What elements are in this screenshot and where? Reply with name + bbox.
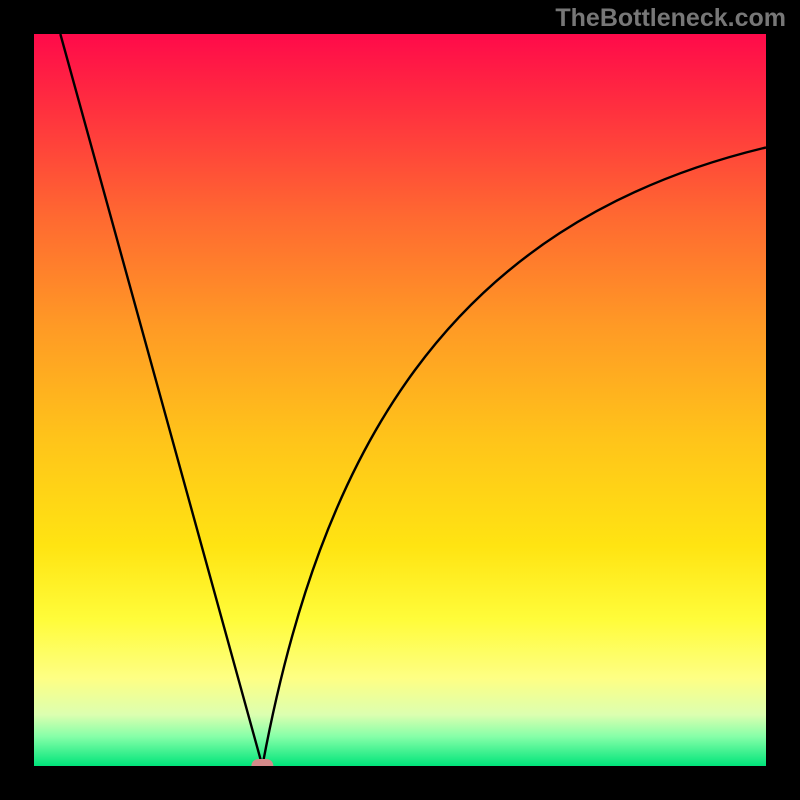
watermark-text: TheBottleneck.com [555, 4, 786, 33]
plot-area [34, 34, 766, 766]
chart-frame: TheBottleneck.com [0, 0, 800, 800]
chart-background [34, 34, 766, 766]
